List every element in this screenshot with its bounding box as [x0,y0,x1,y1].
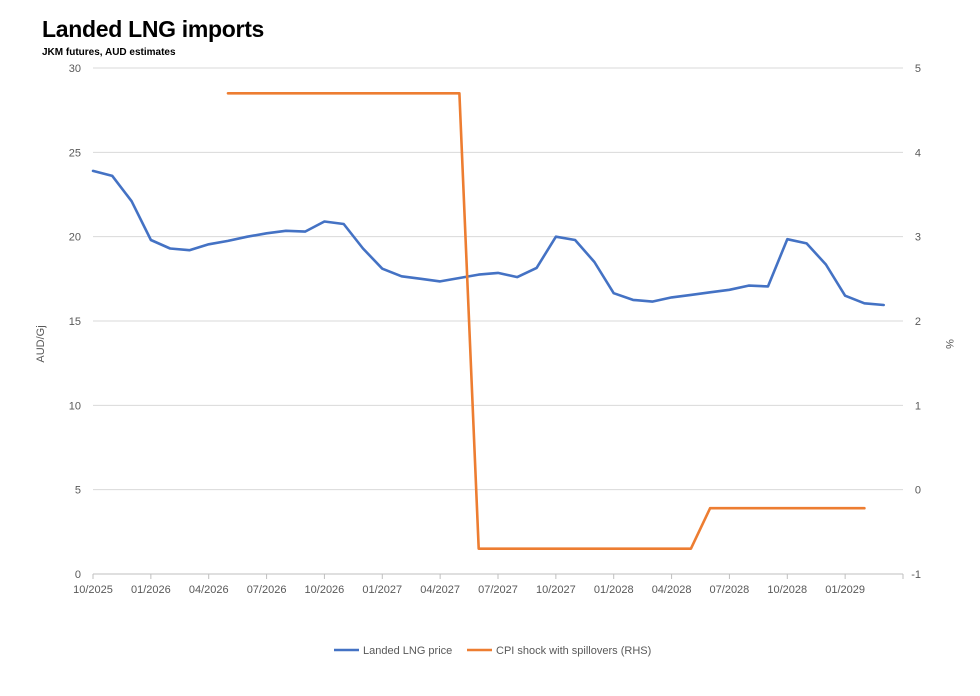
y2-tick-label: 3 [915,232,921,244]
y-tick-label: 10 [69,400,81,412]
series-line-1 [91,169,886,307]
x-tick-label: 04/2028 [652,584,692,596]
y-axis-left-title: AUD/Gj [35,325,47,362]
x-tick-label: 10/2028 [767,584,807,596]
y-tick-label: 0 [75,569,81,581]
y2-tick-label: 2 [915,316,921,328]
y-axis-right-title: % [943,339,955,349]
y-axis-right-ticks: -1 0 1 2 3 4 5 [911,63,921,581]
x-tick-label: 10/2026 [305,584,345,596]
x-tick-label: 04/2026 [189,584,229,596]
y-axis-left-ticks: 0 5 10 15 20 25 30 [69,63,81,581]
x-tick-label: 07/2027 [478,584,518,596]
chart-subtitle: JKM futures, AUD estimates [42,47,176,58]
y-tick-label: 5 [75,485,81,497]
y-tick-label: 15 [69,316,81,328]
y2-tick-label: 4 [915,147,921,159]
x-tick-label: 10/2025 [73,584,113,596]
x-tick-label: 01/2027 [362,584,402,596]
x-tick-label: 07/2028 [710,584,750,596]
y2-tick-label: 0 [915,485,921,497]
x-axis [92,573,904,579]
x-tick-label: 01/2026 [131,584,171,596]
series-line-2 [226,92,866,551]
chart-title: Landed LNG imports [42,16,265,42]
y2-tick-label: 5 [915,63,921,75]
gridlines [93,67,903,491]
legend: Landed LNG price CPI shock with spillover… [334,645,651,657]
x-tick-label: 10/2027 [536,584,576,596]
x-tick-label: 01/2028 [594,584,634,596]
x-tick-label: 01/2029 [825,584,865,596]
y2-tick-label: 1 [915,400,921,412]
x-tick-label: 07/2026 [247,584,287,596]
y-tick-label: 30 [69,63,81,75]
x-axis-ticks: 10/2025 01/2026 04/2026 07/2026 10/2026 01/20… [73,584,865,596]
legend-label: CPI shock with spillovers (RHS) [496,645,651,657]
x-tick-label: 04/2027 [420,584,460,596]
y-tick-label: 20 [69,232,81,244]
y2-tick-label: -1 [911,569,921,581]
y-tick-label: 25 [69,147,81,159]
series-lines [91,92,886,551]
legend-label: Landed LNG price [363,645,452,657]
